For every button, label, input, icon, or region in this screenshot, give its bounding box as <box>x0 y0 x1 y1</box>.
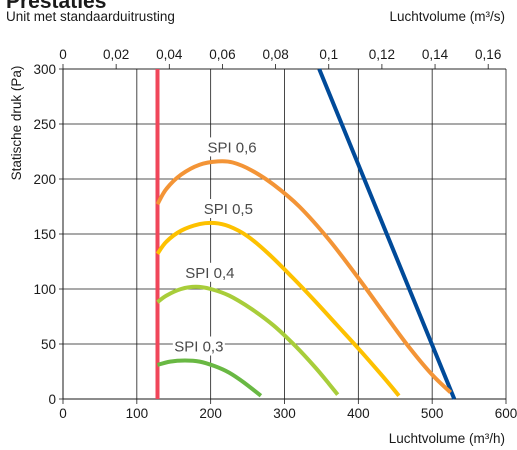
spi-0-6-curve <box>155 159 452 394</box>
series-label-bg <box>206 137 259 157</box>
spi-0-5-curve <box>155 220 401 397</box>
x2-tick-label: 0,12 <box>369 47 395 62</box>
y-tick-label: 250 <box>33 117 56 132</box>
series-label-bg <box>172 336 225 356</box>
x-tick-label: 600 <box>495 406 517 421</box>
y-tick-label: 300 <box>33 62 56 77</box>
spi-0-4-curve <box>156 284 340 396</box>
x-tick-label: 400 <box>347 406 370 421</box>
x2-axis-label: Luchtvolume (m³/s) <box>389 9 505 24</box>
series-label: SPI 0,4 <box>185 265 234 282</box>
chart-subtitle: Unit met standaarduitrusting <box>6 9 175 24</box>
y-tick-label: 200 <box>33 172 56 187</box>
x2-tick-label: 0,14 <box>422 47 449 62</box>
x2-tick-label: 0,04 <box>156 47 183 62</box>
y-tick-label: 150 <box>33 227 56 242</box>
max-performance-line <box>317 68 457 400</box>
x2-tick-label: 0,08 <box>262 47 288 62</box>
x2-tick-label: 0,02 <box>103 47 129 62</box>
y-tick-label: 0 <box>48 392 56 407</box>
series-label-bg <box>202 199 255 218</box>
x2-tick-label: 0,06 <box>209 47 235 62</box>
x-tick-label: 200 <box>199 406 222 421</box>
series-label: SPI 0,5 <box>204 201 253 218</box>
x2-tick-label: 0,1 <box>319 47 338 62</box>
x-tick-label: 100 <box>126 406 149 421</box>
x2-tick-label: 0 <box>59 47 67 62</box>
x2-tick-label: 0,16 <box>475 47 501 62</box>
x-tick-label: 500 <box>421 406 444 421</box>
series-label: SPI 0,6 <box>207 139 256 156</box>
series-label: SPI 0,3 <box>174 339 223 356</box>
spi-0-3-curve <box>156 358 263 398</box>
x-tick-label: 300 <box>273 406 296 421</box>
chart-title: Prestaties <box>6 0 107 13</box>
series-label-bg <box>183 262 236 282</box>
x-tick-label: 0 <box>59 406 67 421</box>
y-tick-label: 100 <box>33 282 56 297</box>
x-axis-label: Luchtvolume (m³/h) <box>388 431 505 446</box>
y-tick-label: 50 <box>41 337 56 352</box>
